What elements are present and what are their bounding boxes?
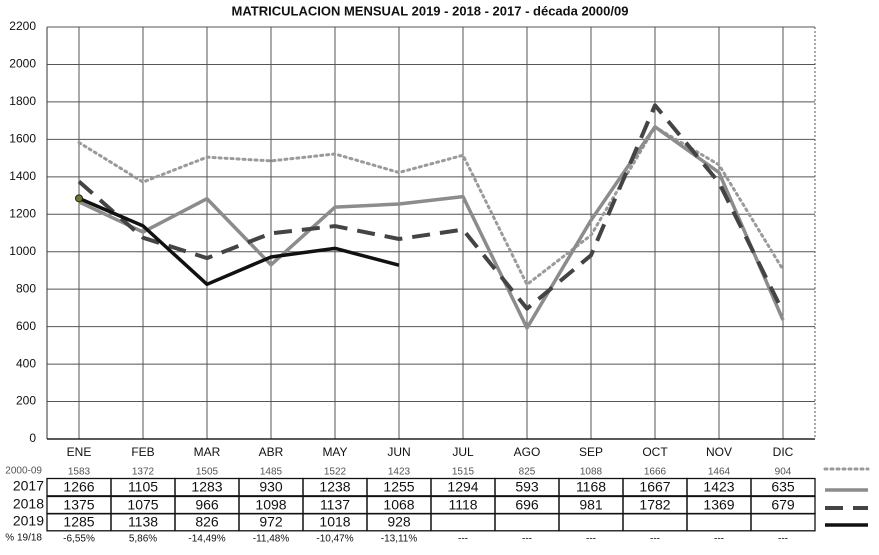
table-value: 981 xyxy=(579,497,603,513)
table-value: 1255 xyxy=(383,479,414,495)
table-value: 1294 xyxy=(447,479,478,495)
pct-value: -13,11% xyxy=(381,534,418,545)
table-value: 972 xyxy=(259,514,283,530)
x-tick-label: FEB xyxy=(131,445,154,459)
table-cell xyxy=(622,512,688,532)
x-tick-label: MAR xyxy=(194,445,221,459)
table-value: 1666 xyxy=(644,467,667,478)
y-tick-label: 200 xyxy=(16,394,36,408)
table-value: 1238 xyxy=(319,479,350,495)
pct-value: --- xyxy=(522,534,532,545)
y-tick-label: 600 xyxy=(16,319,36,333)
pct-value: --- xyxy=(714,534,724,545)
pct-value: --- xyxy=(778,534,788,545)
x-tick-label: JUN xyxy=(387,445,410,459)
table-value: 1375 xyxy=(63,497,94,513)
table-value: 679 xyxy=(771,497,795,513)
table-value: 1667 xyxy=(639,479,670,495)
y-tick-label: 2000 xyxy=(9,57,36,71)
table-value: 1522 xyxy=(324,467,347,478)
table-value: 1068 xyxy=(383,497,414,513)
x-tick-label: ABR xyxy=(259,445,284,459)
table-value: 1266 xyxy=(63,479,94,495)
table-value: 826 xyxy=(195,514,219,530)
table-row-label: 2018 xyxy=(13,496,44,512)
y-tick-label: 1400 xyxy=(9,169,36,183)
table-value: 1137 xyxy=(320,497,350,513)
table-value: 1372 xyxy=(132,467,155,478)
table-value: 1283 xyxy=(191,479,222,495)
x-tick-label: OCT xyxy=(642,445,668,459)
y-tick-label: 1000 xyxy=(9,244,36,258)
pct-value: -11,48% xyxy=(253,534,290,545)
table-value: 928 xyxy=(387,514,411,530)
table-cell xyxy=(430,512,496,532)
pct-value: --- xyxy=(586,534,596,545)
table-value: 904 xyxy=(775,467,792,478)
chart-title: MATRICULACION MENSUAL 2019 - 2018 - 2017… xyxy=(232,3,629,18)
table-value: 1285 xyxy=(63,514,94,530)
table-value: 635 xyxy=(771,479,795,495)
table-value: 825 xyxy=(519,467,536,478)
table-cell xyxy=(750,512,816,532)
table-cell xyxy=(750,477,816,497)
pct-value: --- xyxy=(458,534,468,545)
x-tick-label: NOV xyxy=(706,445,732,459)
table-value: 1515 xyxy=(452,467,475,478)
y-tick-label: 800 xyxy=(16,281,36,295)
point-marker xyxy=(75,194,83,203)
table-cell xyxy=(558,512,624,532)
table-value: 1423 xyxy=(388,467,411,478)
table-value: 966 xyxy=(195,497,219,513)
table-value: 1118 xyxy=(448,497,477,513)
y-tick-label: 1800 xyxy=(9,94,36,108)
x-tick-label: SEP xyxy=(579,445,603,459)
table-cell xyxy=(686,512,752,532)
x-tick-label: ENE xyxy=(67,445,92,459)
table-value: 1168 xyxy=(576,479,606,495)
table-value: 1018 xyxy=(319,514,350,530)
table-value: 1423 xyxy=(703,479,734,495)
table-value: 1583 xyxy=(68,467,91,478)
table-row-label: 2017 xyxy=(13,478,44,494)
table-value: 930 xyxy=(259,479,283,495)
pct-value: -10,47% xyxy=(316,534,353,545)
pct-value: -6,55% xyxy=(63,534,95,545)
table-value: 1369 xyxy=(703,497,734,513)
table-value: 593 xyxy=(515,479,539,495)
y-tick-label: 2200 xyxy=(9,19,36,33)
series-line xyxy=(78,125,785,330)
pct-value: 5,86% xyxy=(129,534,157,545)
table-value: 1464 xyxy=(708,467,731,478)
table-value: 696 xyxy=(515,497,539,513)
pct-value: -14,49% xyxy=(188,534,225,545)
table-value: 1088 xyxy=(580,467,603,478)
series-line xyxy=(77,103,785,313)
y-tick-label: 1600 xyxy=(9,132,36,146)
table-value: 1485 xyxy=(260,467,283,478)
table-value: 1138 xyxy=(128,514,158,530)
x-tick-label: JUL xyxy=(452,445,474,459)
series-line xyxy=(77,125,785,286)
table-value: 1075 xyxy=(127,497,158,513)
table-cell xyxy=(494,512,560,532)
table-value: 1505 xyxy=(196,467,219,478)
series-line xyxy=(78,196,400,287)
table-value: 1098 xyxy=(255,497,286,513)
table-row-label: % 19/18 xyxy=(5,533,42,544)
x-tick-label: MAY xyxy=(322,445,347,459)
y-tick-label: 400 xyxy=(16,356,36,370)
x-tick-label: AGO xyxy=(514,445,541,459)
table-row-label: 2019 xyxy=(13,513,44,529)
x-tick-label: DIC xyxy=(773,445,794,459)
table-value: 1782 xyxy=(639,497,670,513)
y-tick-label: 0 xyxy=(29,431,36,445)
pct-value: --- xyxy=(650,534,660,545)
table-row-label: 2000-09 xyxy=(5,466,42,477)
y-tick-label: 1200 xyxy=(9,206,36,220)
table-value: 1105 xyxy=(128,479,158,495)
